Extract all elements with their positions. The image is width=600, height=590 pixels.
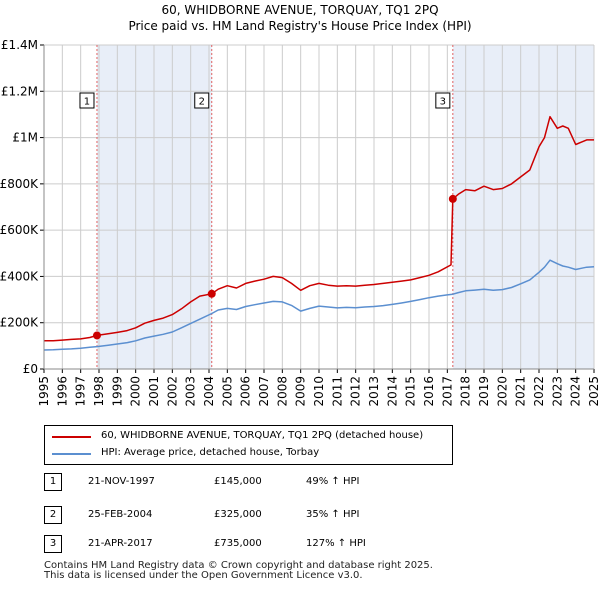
property-price-line (44, 115, 594, 342)
x-tick-label: 2000 (129, 376, 143, 407)
sale-row: 1 21-NOV-1997 £145,000 49% ↑ HPI (44, 472, 444, 492)
chart-title-line2: Price paid vs. HM Land Registry's House … (128, 19, 472, 33)
x-tick-label: 1996 (55, 376, 69, 407)
x-tick-label: 2017 (440, 376, 454, 407)
sale-label-text: 1 (84, 97, 90, 108)
sale-number-badge: 1 (44, 473, 62, 491)
x-tick-label: 2001 (147, 376, 161, 407)
sale-number-badge: 3 (44, 535, 62, 553)
x-tick-label: 2012 (349, 376, 363, 407)
sale-hpi-change: 49% ↑ HPI (306, 476, 360, 487)
sale-number-badge: 2 (44, 506, 62, 524)
legend-label-hpi: HPI: Average price, detached house, Torb… (101, 447, 320, 458)
x-tick-label: 1995 (37, 376, 51, 407)
x-tick-label: 1998 (92, 376, 106, 407)
sale-point (207, 289, 216, 298)
y-tick-label: £800K (0, 177, 39, 191)
x-tick-label: 2018 (459, 376, 473, 407)
sale-label-text: 2 (199, 97, 205, 108)
x-tick-label: 2024 (569, 376, 583, 407)
y-tick-label: £400K (0, 269, 39, 283)
x-tick-label: 2008 (275, 376, 289, 407)
sale-price: £735,000 (214, 538, 262, 549)
x-tick-label: 2003 (184, 376, 198, 407)
y-tick-label: £1.4M (1, 38, 38, 52)
x-tick-label: 2016 (422, 376, 436, 407)
x-tick-label: 2021 (514, 376, 528, 407)
chart-title-line1: 60, WHIDBORNE AVENUE, TORQUAY, TQ1 2PQ (161, 3, 439, 17)
sale-row: 3 21-APR-2017 £735,000 127% ↑ HPI (44, 534, 444, 554)
sale-label-box (435, 92, 451, 109)
sale-price: £145,000 (214, 476, 262, 487)
x-tick-label: 2004 (202, 376, 216, 407)
shaded-interval (452, 45, 594, 369)
sale-point (448, 194, 457, 203)
x-tick-label: 1999 (110, 376, 124, 407)
sale-label-box (194, 92, 210, 109)
x-tick-label: 1997 (74, 376, 88, 407)
y-tick-label: £0 (23, 362, 38, 376)
sale-row: 2 25-FEB-2004 £325,000 35% ↑ HPI (44, 505, 444, 525)
x-tick-label: 2015 (404, 376, 418, 407)
sale-markers: 1 2 3 (79, 92, 457, 340)
sale-price: £325,000 (214, 509, 262, 520)
x-tick-label: 2019 (477, 376, 491, 407)
x-tick-label: 2005 (220, 376, 234, 407)
sale-label-box (79, 92, 95, 109)
footer-line2: This data is licensed under the Open Gov… (44, 570, 363, 581)
hpi-line (43, 259, 595, 351)
x-tick-label: 2002 (165, 376, 179, 407)
sale-point (92, 331, 101, 340)
x-tick-label: 2023 (550, 376, 564, 407)
x-tick-label: 2009 (294, 376, 308, 407)
sale-date: 25-FEB-2004 (88, 509, 153, 520)
y-tick-label: £200K (0, 316, 39, 330)
sale-date: 21-NOV-1997 (88, 476, 155, 487)
series-lines (43, 115, 595, 351)
grid-lines (43, 44, 595, 370)
sale-hpi-change: 35% ↑ HPI (306, 509, 360, 520)
x-tick-label: 2022 (532, 376, 546, 407)
shaded-intervals (96, 45, 594, 369)
x-tick-label: 2025 (587, 376, 600, 407)
x-tick-label: 2011 (330, 376, 344, 407)
sale-hpi-change: 127% ↑ HPI (306, 538, 366, 549)
x-tick-label: 2013 (367, 376, 381, 407)
sale-label-text: 3 (440, 97, 446, 108)
sale-date: 21-APR-2017 (88, 538, 153, 549)
legend-swatch-hpi (52, 453, 91, 455)
y-tick-label: £600K (0, 223, 39, 237)
footer-line1: Contains HM Land Registry data © Crown c… (44, 560, 433, 571)
legend-swatch-property (52, 436, 91, 438)
y-tick-label: £1M (12, 131, 38, 145)
legend: 60, WHIDBORNE AVENUE, TORQUAY, TQ1 2PQ (… (44, 425, 453, 465)
x-tick-label: 2007 (257, 376, 271, 407)
x-tick-label: 2014 (385, 376, 399, 407)
x-tick-label: 2020 (495, 376, 509, 407)
price-chart: 1 2 3 £0 £200K £400K £600K £800K £1M £1.2M £1.4M 1… (0, 38, 600, 407)
x-tick-label: 2006 (239, 376, 253, 407)
footer: Contains HM Land Registry data © Crown c… (44, 561, 433, 581)
y-tick-label: £1.2M (1, 84, 38, 98)
legend-label-property: 60, WHIDBORNE AVENUE, TORQUAY, TQ1 2PQ (… (101, 430, 424, 441)
x-tick-label: 2010 (312, 376, 326, 407)
